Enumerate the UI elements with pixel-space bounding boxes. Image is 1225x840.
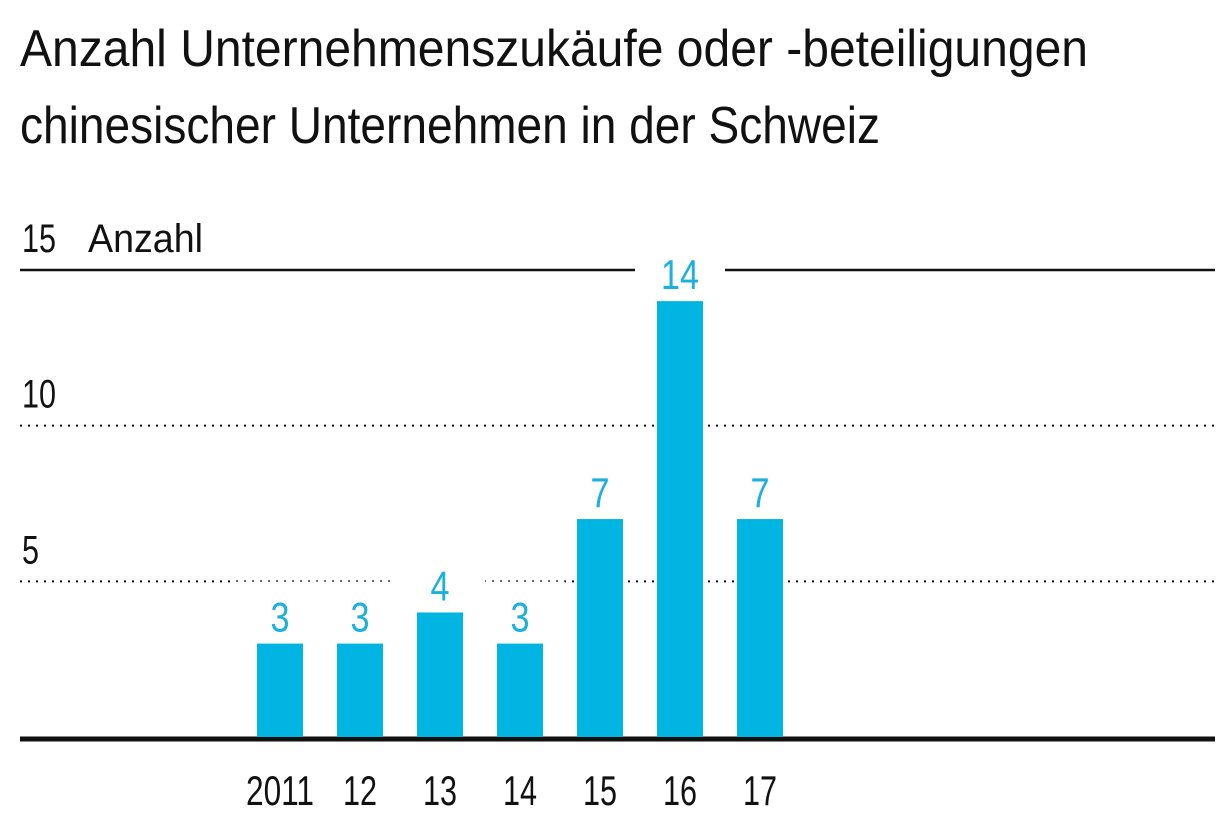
label-gap <box>235 581 325 642</box>
bar-value-label: 4 <box>431 562 450 609</box>
label-gap <box>635 239 725 300</box>
bar-value-label: 14 <box>661 251 699 298</box>
label-gap <box>315 581 405 642</box>
label-gap <box>715 457 805 518</box>
bar-2011 <box>257 643 303 737</box>
bar-value-label: 3 <box>351 594 370 641</box>
y-tick-label: 15 <box>22 217 56 261</box>
x-tick-label: 14 <box>503 767 537 814</box>
bar-15 <box>577 519 623 737</box>
label-gap <box>475 581 565 642</box>
x-tick-label: 17 <box>743 767 777 814</box>
label-gap <box>395 550 485 611</box>
x-tick-label: 13 <box>423 767 457 814</box>
bar-value-label: 3 <box>271 594 290 641</box>
bar-value-label: 3 <box>511 594 530 641</box>
chart-title-line2: chinesischer Unternehmen in der Schweiz <box>20 97 880 155</box>
y-tick-label: 10 <box>22 373 56 417</box>
bar-value-label: 7 <box>591 469 610 516</box>
y-axis-label: Anzahl <box>88 217 203 261</box>
x-tick-label: 2011 <box>246 767 314 814</box>
x-tick-label: 16 <box>663 767 697 814</box>
bar-14 <box>497 643 543 737</box>
y-tick-label: 5 <box>22 528 39 572</box>
bar-value-label: 7 <box>751 469 770 516</box>
bar-12 <box>337 643 383 737</box>
x-tick-label: 15 <box>583 767 617 814</box>
bar-13 <box>417 612 463 737</box>
bar-17 <box>737 519 783 737</box>
chart-title-line1: Anzahl Unternehmenszukäufe oder -beteili… <box>20 20 1088 78</box>
x-tick-label: 12 <box>343 767 377 814</box>
bar-16 <box>657 301 703 737</box>
label-gap <box>555 457 645 518</box>
